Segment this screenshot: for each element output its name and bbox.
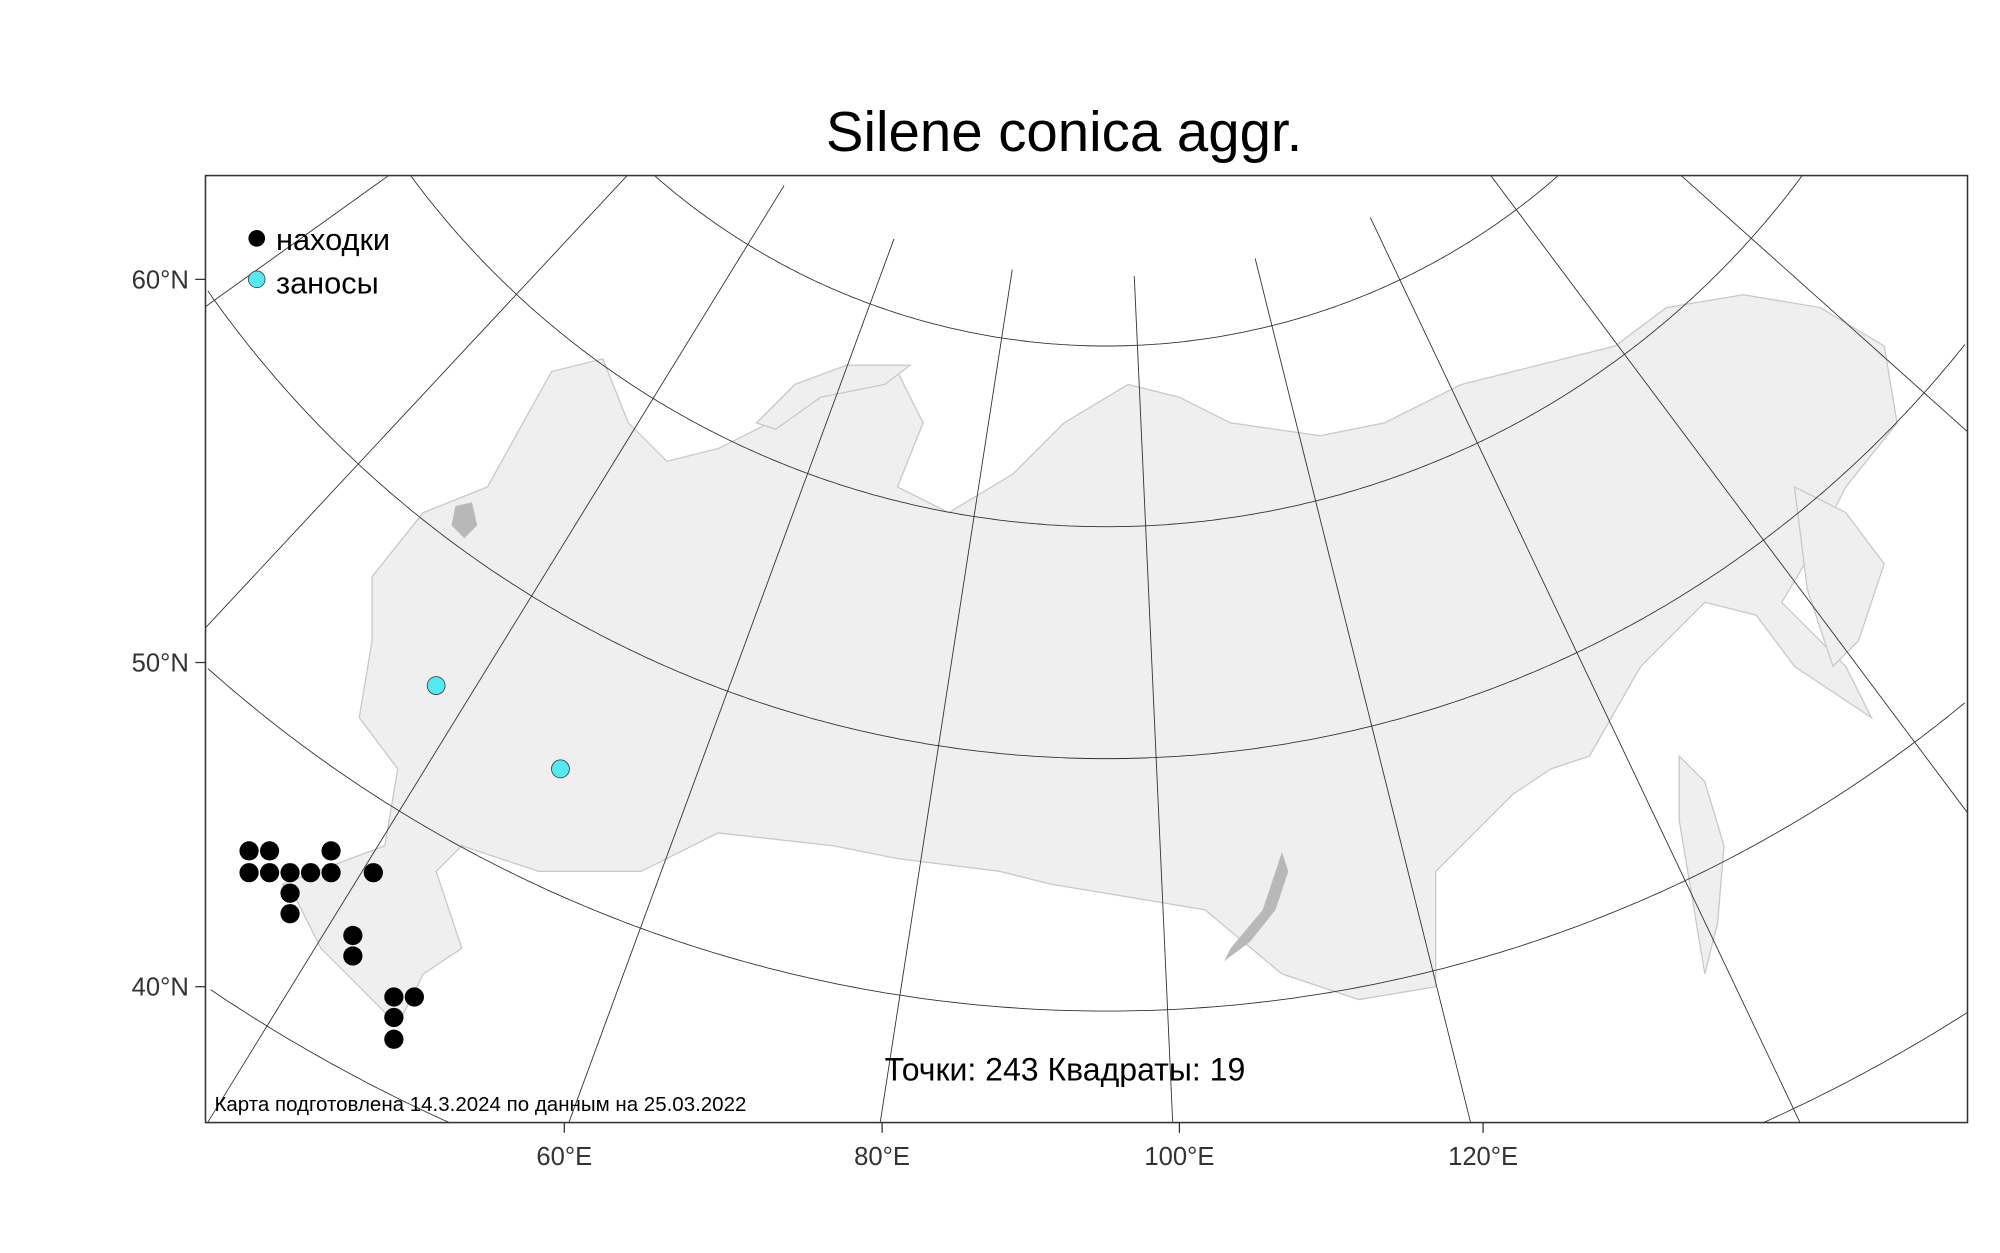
meridian-line — [1490, 175, 1968, 814]
find-marker — [384, 987, 404, 1007]
find-marker — [384, 1007, 404, 1028]
legend-marker-introduced — [248, 270, 266, 289]
y-tick-label: 60°N — [132, 266, 189, 294]
find-marker — [343, 946, 363, 966]
x-tick-label: 80°E — [854, 1143, 910, 1171]
find-marker — [363, 863, 383, 883]
y-tick-label: 40°N — [132, 974, 189, 1002]
x-axis: 60°E 80°E 100°E 120°E — [536, 1122, 1518, 1171]
legend: находки заносы — [248, 222, 390, 300]
parallel-line — [210, 989, 1968, 1123]
find-marker — [239, 863, 259, 883]
legend-label-finds: находки — [276, 222, 390, 257]
find-marker — [321, 863, 341, 883]
meridian-line — [207, 185, 785, 1123]
stats-text: Точки: 243 Квадраты: 19 — [885, 1051, 1246, 1087]
x-tick-label: 120°E — [1448, 1143, 1518, 1171]
meridian-line — [1254, 258, 1472, 1123]
lake-baikal — [1224, 852, 1289, 962]
meridian-line — [205, 175, 628, 629]
find-marker — [321, 841, 341, 861]
lake-ladoga — [451, 502, 478, 539]
graticule — [205, 175, 1968, 1123]
meridian-line — [879, 269, 1013, 1123]
parallel-line — [207, 290, 1966, 760]
kamchatka — [1793, 485, 1885, 668]
find-marker — [259, 841, 280, 861]
meridian-line — [205, 175, 389, 308]
y-axis: 60°N 50°N 40°N — [132, 266, 206, 1002]
legend-marker-finds — [248, 230, 266, 247]
find-marker — [404, 987, 424, 1007]
find-marker — [300, 863, 321, 883]
meridian-line — [1680, 175, 1968, 432]
footnote: Карта подготовлена 14.3.2024 по данным н… — [214, 1093, 746, 1116]
map-area — [205, 175, 1968, 1123]
parallel-line — [410, 175, 1803, 528]
meridian-line — [1369, 217, 1801, 1123]
novaya-zemlya — [755, 364, 913, 431]
parallel-line — [207, 668, 1965, 1012]
meridian-line — [1133, 276, 1174, 1123]
map-title: Silene conica aggr. — [826, 100, 1302, 163]
find-marker — [259, 863, 280, 883]
x-tick-label: 60°E — [536, 1143, 592, 1171]
legend-label-introduced: заносы — [276, 265, 379, 300]
occurrence-markers — [239, 676, 570, 1049]
map-frame — [204, 174, 1969, 1124]
introduced-marker — [426, 676, 446, 695]
x-tick-label: 100°E — [1144, 1143, 1214, 1171]
find-marker — [280, 883, 300, 903]
find-marker — [239, 841, 259, 861]
find-marker — [343, 925, 363, 946]
sakhalin — [1678, 754, 1725, 975]
find-marker — [280, 904, 300, 924]
introduced-marker — [551, 759, 570, 779]
meridian-line — [568, 238, 895, 1123]
parallel-line — [654, 175, 1558, 347]
find-marker — [280, 863, 300, 883]
find-marker — [384, 1029, 404, 1049]
y-tick-label: 50°N — [132, 649, 189, 677]
land-region — [281, 294, 1898, 1027]
